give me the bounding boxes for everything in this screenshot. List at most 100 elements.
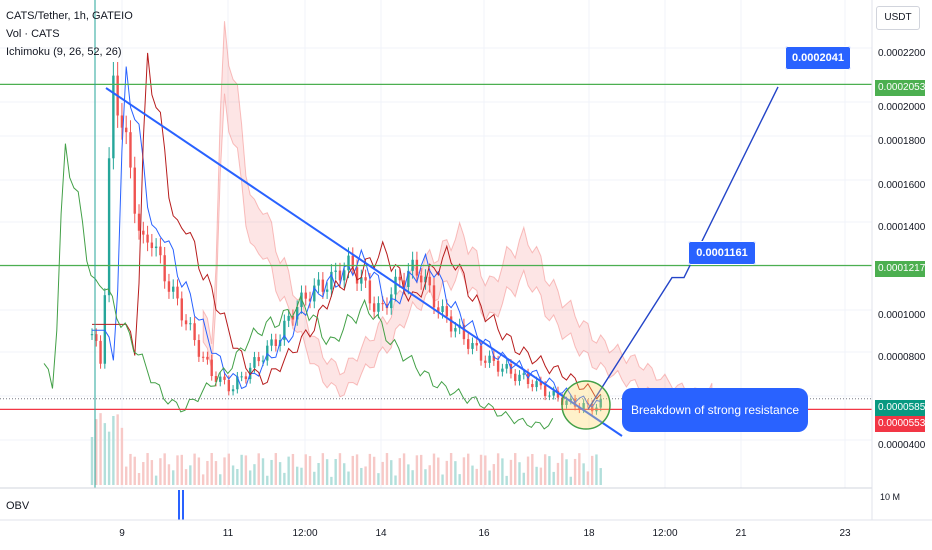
candle-body [107, 158, 111, 296]
candle-body [445, 306, 449, 317]
volume-bar [184, 469, 188, 485]
candle-body [133, 167, 136, 214]
candle-body [390, 294, 393, 309]
candle-body [304, 292, 307, 299]
candle-body [197, 340, 201, 357]
volume-bar [154, 475, 158, 485]
volume-bar [231, 465, 235, 485]
candle-body [471, 343, 474, 349]
candle-body [253, 357, 256, 368]
candle-body [539, 381, 543, 386]
volume-bar [206, 460, 209, 485]
obv-tick: 10 M [880, 492, 901, 502]
candle-body [257, 357, 260, 362]
candle-body [514, 373, 517, 382]
volume-bar [407, 464, 410, 485]
volume-bar [578, 453, 581, 485]
volume-bar [321, 453, 325, 485]
candle-body [462, 324, 466, 340]
candle-body [518, 374, 521, 382]
volume-bar [462, 457, 466, 485]
volume-bar [385, 453, 389, 485]
volume-bar [125, 466, 128, 485]
ichimoku-cloud [202, 21, 713, 417]
candle-body [334, 270, 337, 272]
obv-bar [182, 490, 184, 520]
volume-bar [458, 474, 461, 485]
volume-bar [561, 453, 564, 485]
volume-bar [531, 454, 534, 485]
candle-body [184, 320, 188, 325]
candle-body [360, 277, 363, 284]
candle-body [283, 320, 286, 341]
volume-bar [210, 453, 213, 485]
candle-body [419, 275, 423, 283]
currency-unit-button[interactable]: USDT [876, 6, 920, 30]
volume-bar [223, 457, 226, 485]
candle-body [556, 390, 560, 398]
x-tick: 14 [375, 528, 387, 539]
volume-bar [437, 457, 440, 485]
volume-bar [398, 458, 401, 485]
volume-bars [90, 413, 602, 485]
candle-body [565, 400, 568, 405]
volume-bar [526, 456, 530, 485]
volume-bar [449, 453, 453, 485]
candle-body [231, 389, 235, 392]
target-high-label[interactable]: 0.0002041 [785, 46, 851, 70]
candle-body [112, 75, 115, 159]
y-tick: 0.0000400 [878, 440, 926, 451]
candle-body [214, 376, 218, 382]
volume-bar [599, 468, 602, 485]
candle-body [159, 246, 162, 256]
candle-body [501, 368, 504, 372]
y-tick: 0.0001400 [878, 222, 926, 233]
candle-body [505, 364, 508, 369]
volume-bar [95, 419, 98, 485]
obv-label: OBV [6, 500, 30, 512]
candle-body [351, 255, 354, 268]
candle-body [103, 295, 107, 364]
candle-body [125, 127, 128, 133]
candle-body [381, 303, 384, 305]
volume-bar [253, 464, 256, 485]
candle-body [146, 234, 149, 243]
candle-body [402, 280, 406, 287]
price-tag-mid: 0.0001217 [875, 261, 925, 277]
price-tag-upper: 0.0002053 [875, 80, 925, 96]
candle-body [120, 115, 124, 128]
volume-bar [548, 456, 551, 485]
candle-body [287, 315, 290, 321]
volume-bar [274, 453, 278, 485]
volume-bar [317, 463, 320, 485]
y-tick: 0.0001000 [878, 310, 926, 321]
volume-bar [197, 457, 201, 485]
volume-bar [539, 467, 543, 485]
volume-bar [501, 458, 504, 485]
volume-bar [445, 460, 449, 485]
volume-bar [137, 473, 141, 485]
volume-bar [146, 453, 149, 485]
volume-bar [219, 474, 222, 485]
candle-body [347, 255, 350, 271]
volume-bar [479, 454, 483, 485]
resistance-callout[interactable]: Breakdown of strong resistance [622, 388, 808, 432]
x-tick: 9 [119, 528, 125, 539]
candle-body [437, 307, 440, 313]
candle-body [167, 281, 171, 292]
candle-body [261, 360, 265, 362]
volume-bar [176, 455, 179, 485]
volume-bar [129, 453, 132, 485]
volume-bar [150, 460, 154, 485]
volume-bar [488, 470, 491, 485]
base-line [92, 52, 602, 400]
volume-bar [505, 475, 508, 485]
volume-bar [266, 475, 269, 485]
volume-bar [543, 454, 547, 485]
volume-bar [394, 475, 397, 485]
trend-line [105, 87, 623, 437]
volume-bar [304, 454, 307, 485]
candle-body [415, 259, 419, 276]
target-mid-label[interactable]: 0.0001161 [688, 241, 756, 265]
